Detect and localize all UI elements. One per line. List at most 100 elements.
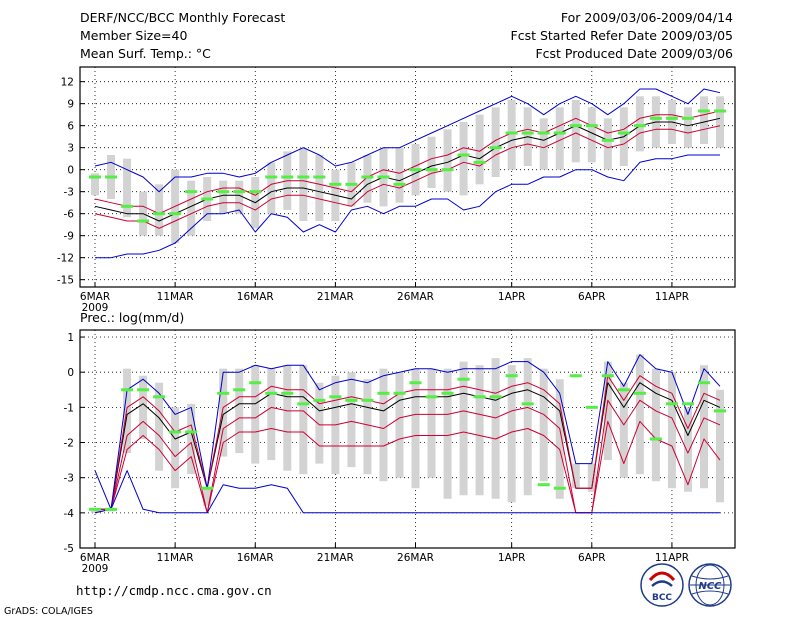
series-line-lower1 xyxy=(95,399,721,514)
temperature-panel: -15 -12 -9 -6 -3 0 3 6 9 12 6MAR 11MAR 16MAR 21MAR 26M… xyxy=(57,66,736,314)
x-tick-label: 11APR xyxy=(655,291,689,303)
ensemble-box xyxy=(219,180,228,214)
ensemble-box xyxy=(587,463,596,492)
x-tick-label: 11MAR xyxy=(157,291,194,303)
x-tick-label: 16MAR xyxy=(237,291,274,303)
ensemble-box xyxy=(299,365,308,475)
ensemble-box xyxy=(587,107,596,163)
ensemble-box xyxy=(571,100,580,163)
ensemble-box xyxy=(475,365,484,496)
ensemble-box xyxy=(571,463,580,489)
forecast-range: For 2009/03/06-2009/04/14 xyxy=(561,10,733,25)
series-line-max xyxy=(94,354,721,510)
ensemble-box xyxy=(651,368,660,482)
ensemble-box xyxy=(155,184,164,236)
ensemble-box xyxy=(347,372,356,468)
series-line-lower2 xyxy=(94,420,721,514)
y-tick-label: -1 xyxy=(64,402,74,414)
variable-label: Mean Surf. Temp.: °C xyxy=(80,46,211,61)
ensemble-box xyxy=(395,372,404,478)
ensemble-box xyxy=(475,114,484,185)
ensemble-box xyxy=(603,118,612,170)
y-tick-label: -5 xyxy=(64,543,74,555)
ensemble-box xyxy=(716,389,724,503)
x-tick-label: 11APR xyxy=(655,552,689,564)
series-line-lower xyxy=(94,125,721,229)
y-tick-label: -9 xyxy=(64,231,74,243)
ensemble-box xyxy=(491,107,500,177)
x-year-label: 2009 xyxy=(82,302,109,314)
ensemble-box xyxy=(716,96,724,148)
ensemble-box xyxy=(699,96,708,144)
bcc-logo-text: BCC xyxy=(652,593,672,603)
ensemble-box xyxy=(683,407,692,492)
y-tick-label: 12 xyxy=(61,77,74,89)
ensemble-box xyxy=(427,368,436,478)
ensemble-box xyxy=(459,361,468,496)
x-tick-label: 6APR xyxy=(578,552,606,564)
ensemble-box xyxy=(219,368,228,457)
ensemble-box xyxy=(667,372,676,489)
plot-frame xyxy=(79,329,736,549)
chart-title: DERF/NCC/BCC Monthly Forecast xyxy=(80,10,285,25)
ensemble-box xyxy=(603,361,612,461)
ensemble-box xyxy=(267,162,276,214)
y-tick-label: 0 xyxy=(67,367,74,379)
x-tick-label: 21MAR xyxy=(317,291,354,303)
ensemble-box xyxy=(187,180,196,236)
y-tick-label: -3 xyxy=(64,473,74,485)
ensemble-box xyxy=(427,136,436,188)
series-line-max xyxy=(94,88,721,193)
ensemble-box xyxy=(235,368,244,454)
ensemble-box xyxy=(491,358,500,499)
y-tick-label: -6 xyxy=(64,209,75,221)
ensemble-box xyxy=(123,158,132,218)
ensemble-box xyxy=(619,382,628,478)
ensemble-box xyxy=(523,358,532,496)
x-tick-label: 1APR xyxy=(498,291,526,303)
ensemble-box xyxy=(187,403,196,475)
x-year-label: 2009 xyxy=(82,563,109,575)
y-tick-label: 0 xyxy=(67,165,74,177)
grads-credit: GrADS: COLA/IGES xyxy=(4,606,93,617)
series-line-min xyxy=(95,154,720,259)
ensemble-box xyxy=(315,382,324,464)
ensemble-box xyxy=(683,107,692,148)
y-tick-label: -2 xyxy=(64,438,74,450)
ensemble-box xyxy=(555,379,564,499)
x-tick-label: 6MAR xyxy=(80,291,110,303)
ensemble-box xyxy=(203,488,212,506)
ensemble-box xyxy=(91,173,99,196)
member-size: Member Size=40 xyxy=(80,28,187,43)
y-tick-label: 1 xyxy=(67,332,74,344)
y-tick-label: -3 xyxy=(64,187,74,199)
ensemble-box xyxy=(251,365,260,464)
ensemble-box xyxy=(395,147,404,203)
precip-label: Prec.: log(mm/d) xyxy=(80,310,184,325)
x-tick-label: 21MAR xyxy=(317,552,354,564)
source-url[interactable]: http://cmdp.ncc.cma.gov.cn xyxy=(76,583,272,598)
y-tick-label: 6 xyxy=(67,121,74,133)
ensemble-box xyxy=(411,368,420,489)
bcc-logo: BCC xyxy=(640,563,684,607)
series-line-mean xyxy=(94,117,721,222)
ensemble-box xyxy=(699,365,708,489)
x-tick-label: 26MAR xyxy=(397,552,434,564)
ensemble-box xyxy=(635,96,644,152)
ncc-logo: NCC xyxy=(688,563,732,607)
ensemble-box xyxy=(459,122,468,196)
ensemble-box xyxy=(507,365,516,503)
ensemble-box xyxy=(235,180,244,214)
ensemble-box xyxy=(315,155,324,221)
ensemble-box xyxy=(299,147,308,221)
ensemble-box xyxy=(363,155,372,203)
x-tick-label: 16MAR xyxy=(237,552,274,564)
ensemble-box xyxy=(379,368,388,482)
ensemble-box xyxy=(171,407,180,489)
ensemble-box xyxy=(267,368,276,461)
y-tick-label: 9 xyxy=(67,99,74,111)
fcst-started-date: Fcst Started Refer Date 2009/03/05 xyxy=(511,28,734,43)
x-tick-label: 1APR xyxy=(498,552,526,564)
ensemble-box xyxy=(443,368,452,499)
